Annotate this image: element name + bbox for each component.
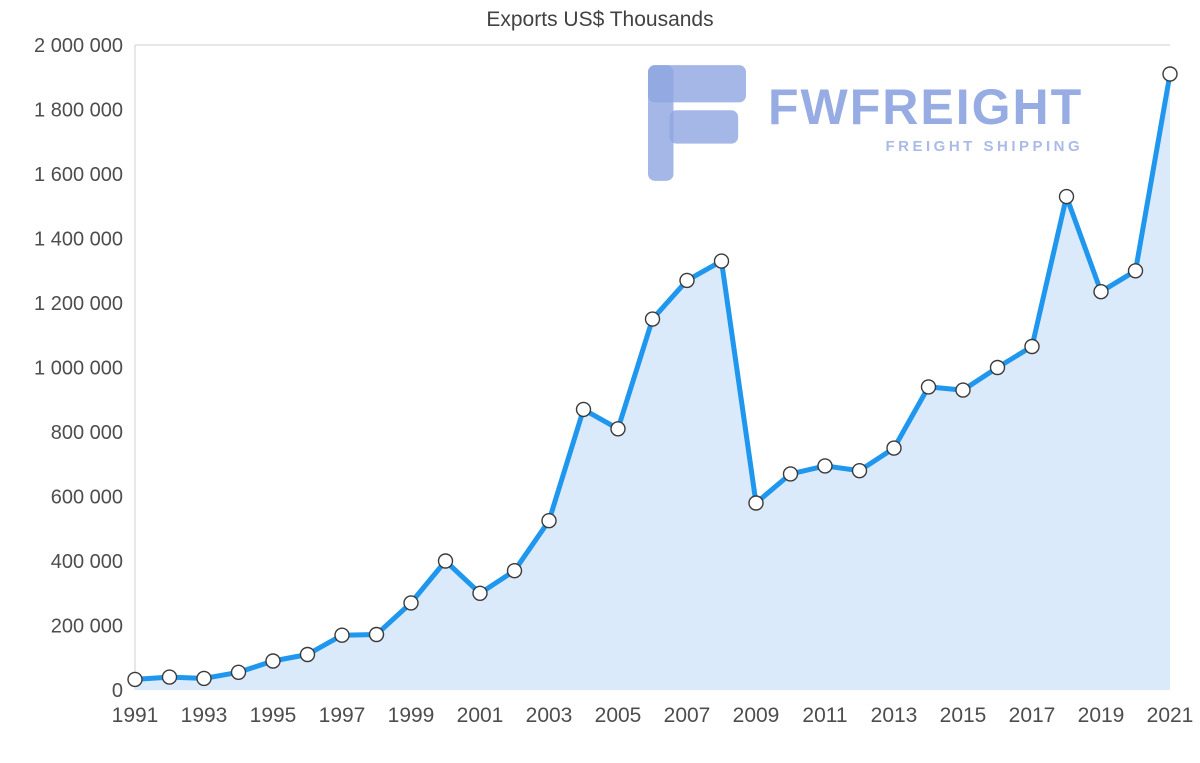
x-tick-label: 1993 — [181, 704, 228, 727]
y-tick-label: 1 400 000 — [34, 229, 123, 251]
area-fill — [135, 74, 1170, 690]
data-point-1995[interactable] — [265, 653, 281, 669]
data-point-2012[interactable] — [851, 463, 868, 479]
y-tick-label: 1 600 000 — [34, 164, 123, 186]
x-tick-label: 1999 — [388, 704, 435, 727]
data-point-2004[interactable] — [575, 401, 592, 418]
data-point-2006[interactable] — [644, 311, 661, 327]
data-point-2009[interactable] — [748, 495, 764, 511]
data-point-2017[interactable] — [1024, 338, 1040, 355]
data-point-2007[interactable] — [679, 272, 695, 289]
y-tick-label: 800 000 — [51, 422, 123, 444]
y-tick-label: 1 000 000 — [34, 358, 123, 380]
x-tick-label: 2015 — [940, 704, 987, 727]
data-point-2013[interactable] — [886, 440, 902, 456]
data-point-2005[interactable] — [610, 421, 626, 437]
data-point-2000[interactable] — [437, 553, 454, 569]
data-point-2002[interactable] — [506, 563, 523, 579]
data-point-1994[interactable] — [230, 664, 247, 680]
y-tick-label: 200 000 — [51, 616, 123, 638]
x-tick-label: 2001 — [457, 704, 504, 727]
data-point-2010[interactable] — [782, 466, 799, 482]
y-tick-label: 2 000 000 — [34, 35, 123, 57]
brand-text-block: FWFREIGHT FREIGHT SHIPPING — [768, 64, 1083, 155]
x-tick-label: 2003 — [526, 704, 573, 727]
data-point-1996[interactable] — [299, 646, 316, 663]
data-point-2016[interactable] — [989, 359, 1006, 376]
y-tick-label: 400 000 — [51, 551, 123, 573]
data-point-2019[interactable] — [1093, 284, 1109, 300]
data-point-2020[interactable] — [1127, 263, 1144, 279]
data-point-2021[interactable] — [1162, 66, 1178, 82]
x-tick-label: 2005 — [595, 704, 642, 727]
brand-tagline: FREIGHT SHIPPING — [885, 138, 1084, 155]
data-point-2001[interactable] — [472, 585, 488, 601]
x-tick-label: 2007 — [664, 704, 711, 727]
data-point-2015[interactable] — [955, 382, 971, 398]
y-tick-label: 1 800 000 — [34, 100, 123, 122]
x-tick-label: 1991 — [112, 704, 159, 727]
x-tick-label: 2017 — [1009, 704, 1056, 727]
data-point-1992[interactable] — [161, 669, 178, 685]
data-point-2011[interactable] — [817, 458, 833, 474]
x-tick-label: 1995 — [250, 704, 297, 727]
data-point-2008[interactable] — [713, 253, 730, 269]
x-tick-label: 2013 — [871, 704, 918, 727]
data-point-1997[interactable] — [334, 627, 350, 643]
brand-name: FWFREIGHT — [768, 79, 1084, 135]
data-point-1993[interactable] — [196, 670, 212, 687]
watermark: FWFREIGHT FREIGHT SHIPPING — [648, 64, 1083, 182]
y-tick-label: 600 000 — [51, 487, 123, 509]
data-point-1998[interactable] — [368, 626, 385, 643]
x-tick-label: 2009 — [733, 704, 780, 727]
data-point-2014[interactable] — [920, 379, 937, 395]
data-point-2018[interactable] — [1058, 188, 1075, 205]
brand-logo-icon — [648, 65, 746, 181]
x-tick-label: 1997 — [319, 704, 366, 727]
y-tick-label: 1 200 000 — [34, 293, 123, 315]
data-point-1991[interactable] — [127, 671, 143, 688]
chart-title: Exports US$ Thousands — [486, 8, 714, 31]
x-tick-label: 2011 — [802, 704, 847, 727]
y-tick-label: 0 — [112, 680, 123, 702]
x-tick-label: 2019 — [1078, 704, 1125, 727]
data-point-1999[interactable] — [403, 595, 419, 611]
data-point-2003[interactable] — [541, 513, 557, 529]
x-tick-label: 2021 — [1147, 704, 1194, 727]
